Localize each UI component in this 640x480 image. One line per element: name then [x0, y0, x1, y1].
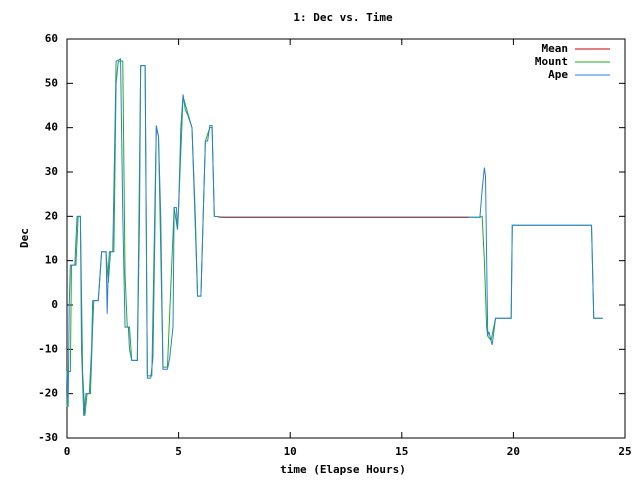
legend-label: Mount [535, 55, 568, 68]
x-axis-label: time (Elapse Hours) [280, 463, 406, 476]
series-line [66, 58, 603, 416]
y-tick-label: 50 [45, 76, 58, 89]
x-tick-label: 20 [507, 445, 520, 458]
y-tick-label: 0 [51, 298, 58, 311]
y-tick-label: 10 [45, 254, 58, 267]
y-tick-label: 30 [45, 165, 58, 178]
chart-title: 1: Dec vs. Time [293, 11, 393, 24]
y-tick-label: -10 [38, 342, 58, 355]
y-tick-label: 60 [45, 32, 58, 45]
y-tick-label: 40 [45, 121, 58, 134]
x-tick-label: 10 [284, 445, 297, 458]
x-tick-label: 0 [64, 445, 71, 458]
y-axis-label: Dec [18, 228, 31, 248]
y-tick-label: 20 [45, 209, 58, 222]
plot-frame [66, 38, 626, 439]
x-tick-label: 15 [395, 445, 408, 458]
legend-label: Ape [548, 68, 568, 81]
x-tick-label: 25 [618, 445, 631, 458]
y-tick-label: -20 [38, 387, 58, 400]
legend-label: Mean [542, 42, 569, 55]
y-tick-label: -30 [38, 431, 58, 444]
series-line [66, 60, 603, 416]
x-tick-label: 5 [175, 445, 182, 458]
